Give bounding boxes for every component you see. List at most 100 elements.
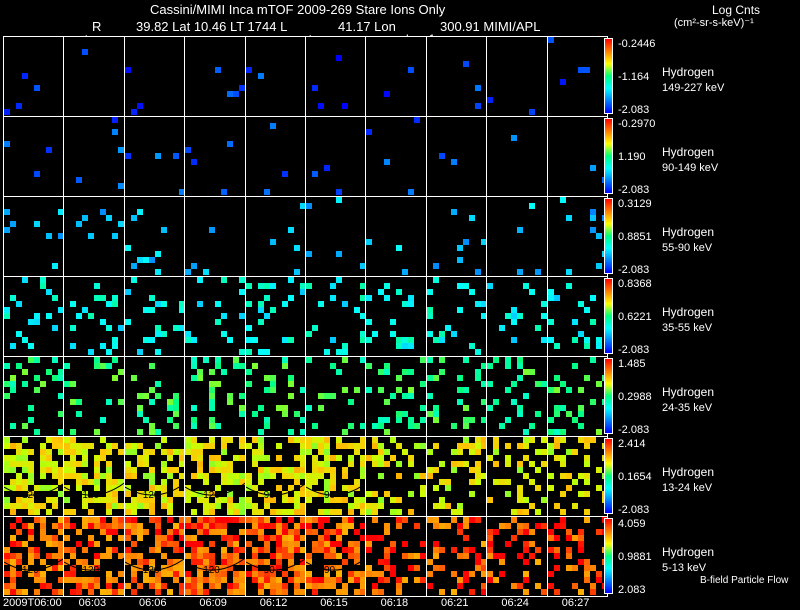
flux-pixel — [16, 553, 22, 559]
flux-pixel — [523, 589, 530, 595]
flux-pixel — [215, 529, 222, 535]
flux-pixel — [64, 473, 71, 479]
flux-pixel — [82, 443, 89, 449]
flux-pixel — [10, 577, 16, 583]
flux-pixel — [88, 589, 95, 595]
flux-pixel — [336, 535, 342, 541]
flux-pixel — [4, 141, 10, 147]
flux-pixel — [112, 547, 119, 553]
r-label: R — [92, 19, 102, 34]
flux-pixel — [239, 277, 245, 283]
colorbar-min-label: -2.083 — [618, 504, 650, 516]
flux-pixel — [40, 461, 46, 467]
flux-pixel — [293, 503, 300, 509]
flux-pixel — [148, 547, 155, 553]
contour-label: 120 — [82, 565, 100, 576]
flux-pixel — [16, 485, 22, 491]
flux-pixel — [474, 369, 481, 375]
flux-pixel — [58, 369, 64, 375]
flux-pixel — [154, 251, 161, 257]
flux-pixel — [287, 437, 294, 443]
colorbar — [604, 358, 613, 434]
flux-pixel — [523, 497, 530, 503]
flux-pixel — [178, 535, 185, 541]
flux-pixel — [233, 517, 240, 523]
flux-pixel — [330, 393, 336, 399]
flux-pixel — [185, 589, 192, 595]
spectrogram-cell: 120 — [3, 516, 65, 597]
flux-pixel — [275, 485, 282, 491]
flux-pixel — [221, 565, 228, 571]
flux-pixel — [559, 461, 566, 467]
flux-pixel — [221, 449, 228, 455]
flux-pixel — [112, 523, 119, 529]
flux-pixel — [106, 449, 113, 455]
flux-pixel — [257, 429, 264, 435]
flux-pixel — [203, 357, 210, 363]
flux-pixel — [10, 479, 16, 485]
flux-pixel — [348, 503, 354, 509]
flux-pixel — [130, 215, 137, 221]
spectrogram-cell — [365, 356, 427, 437]
flux-pixel — [547, 449, 554, 455]
flux-pixel — [221, 473, 228, 479]
flux-pixel — [160, 485, 167, 491]
flux-pixel — [426, 393, 433, 399]
flux-pixel — [154, 331, 161, 337]
flux-pixel — [299, 577, 305, 583]
flux-pixel — [456, 449, 463, 455]
flux-pixel — [191, 553, 198, 559]
flux-pixel — [336, 55, 342, 61]
flux-pixel — [112, 117, 119, 123]
flux-pixel — [547, 387, 554, 393]
flux-pixel — [166, 529, 173, 535]
flux-pixel — [191, 443, 198, 449]
flux-pixel — [583, 343, 590, 349]
flux-pixel — [366, 571, 373, 577]
spectrogram-cell — [305, 36, 367, 117]
flux-pixel — [46, 583, 52, 589]
flux-pixel — [299, 547, 305, 553]
flux-pixel — [263, 503, 270, 509]
flux-pixel — [511, 307, 518, 313]
flux-pixel — [257, 301, 264, 307]
flux-pixel — [450, 159, 457, 165]
flux-pixel — [299, 473, 305, 479]
flux-pixel — [487, 363, 494, 369]
flux-pixel — [456, 583, 463, 589]
flux-pixel — [505, 387, 512, 393]
flux-pixel — [432, 411, 439, 417]
flux-pixel — [535, 559, 542, 565]
flux-pixel — [426, 571, 433, 577]
spectrogram-cell — [486, 436, 548, 517]
flux-pixel — [420, 577, 426, 583]
flux-pixel — [378, 449, 385, 455]
flux-pixel — [299, 485, 305, 491]
misc-readout: 300.91 MIMI/APL — [440, 19, 541, 34]
flux-pixel — [142, 559, 149, 565]
flux-pixel — [553, 295, 560, 301]
flux-pixel — [16, 363, 22, 369]
flux-pixel — [306, 517, 312, 523]
colorbar-mid-label: 1.190 — [618, 151, 646, 163]
flux-pixel — [275, 509, 282, 515]
energy-label: 5-13 keV — [662, 562, 707, 574]
flux-pixel — [366, 541, 373, 547]
flux-pixel — [318, 437, 324, 443]
flux-pixel — [178, 461, 185, 467]
flux-pixel — [209, 523, 216, 529]
flux-pixel — [583, 375, 590, 381]
flux-pixel — [372, 437, 379, 443]
flux-pixel — [432, 467, 439, 473]
flux-pixel — [64, 381, 71, 387]
flux-pixel — [583, 571, 590, 577]
flux-pixel — [432, 565, 439, 571]
spectrogram-cell — [3, 116, 65, 197]
flux-pixel — [185, 541, 192, 547]
flux-pixel — [136, 559, 143, 565]
flux-pixel — [378, 461, 385, 467]
flux-pixel — [390, 437, 397, 443]
flux-pixel — [118, 485, 124, 491]
flux-pixel — [245, 381, 252, 387]
flux-pixel — [94, 559, 101, 565]
